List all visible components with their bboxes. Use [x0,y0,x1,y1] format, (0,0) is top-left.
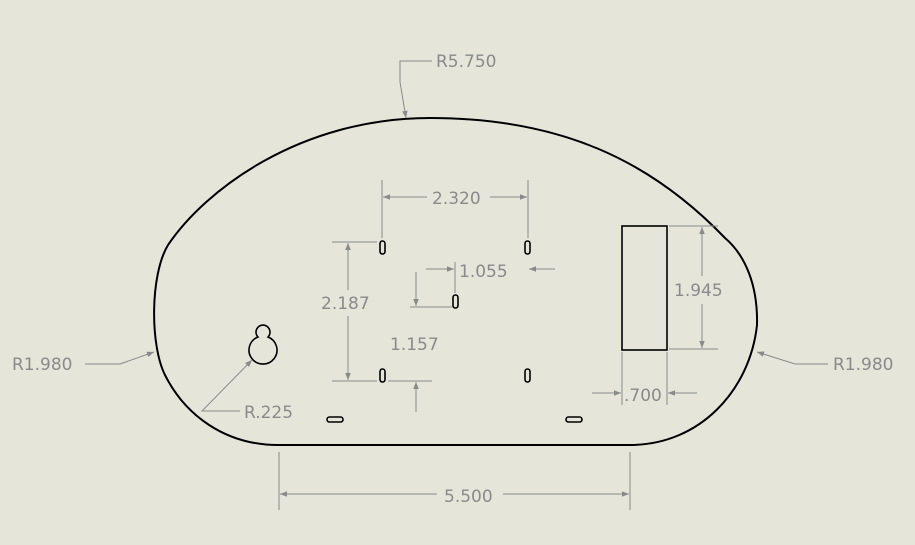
leader-radius-right [756,351,828,365]
leader-radius-left [85,351,155,365]
slot-lower-left [379,368,386,383]
slot-lower-right [524,368,531,383]
slot-middle [452,294,459,309]
label-overall-width: 5.500 [444,487,493,507]
keyhole-cutout [248,324,278,365]
rect-cutout [621,225,668,351]
slot-upper-left [379,240,386,255]
label-slot-width: .700 [624,386,662,406]
label-radius-top: R5.750 [436,52,496,72]
slot-upper-right [524,240,531,255]
leader-radius-keyhole [200,359,253,412]
label-hole-spacing-v: 2.187 [321,294,370,314]
leader-radius-top [399,60,432,119]
label-offset-h: 1.055 [459,262,508,282]
part-outline [153,116,759,446]
slot-bottom-left [326,416,344,423]
label-offset-v: 1.157 [390,335,439,355]
label-radius-keyhole: R.225 [244,403,293,423]
label-radius-left: R1.980 [12,355,72,375]
label-hole-spacing-h: 2.320 [432,189,481,209]
label-radius-right: R1.980 [833,355,893,375]
slot-bottom-right [565,416,583,423]
label-slot-height: 1.945 [674,281,723,301]
